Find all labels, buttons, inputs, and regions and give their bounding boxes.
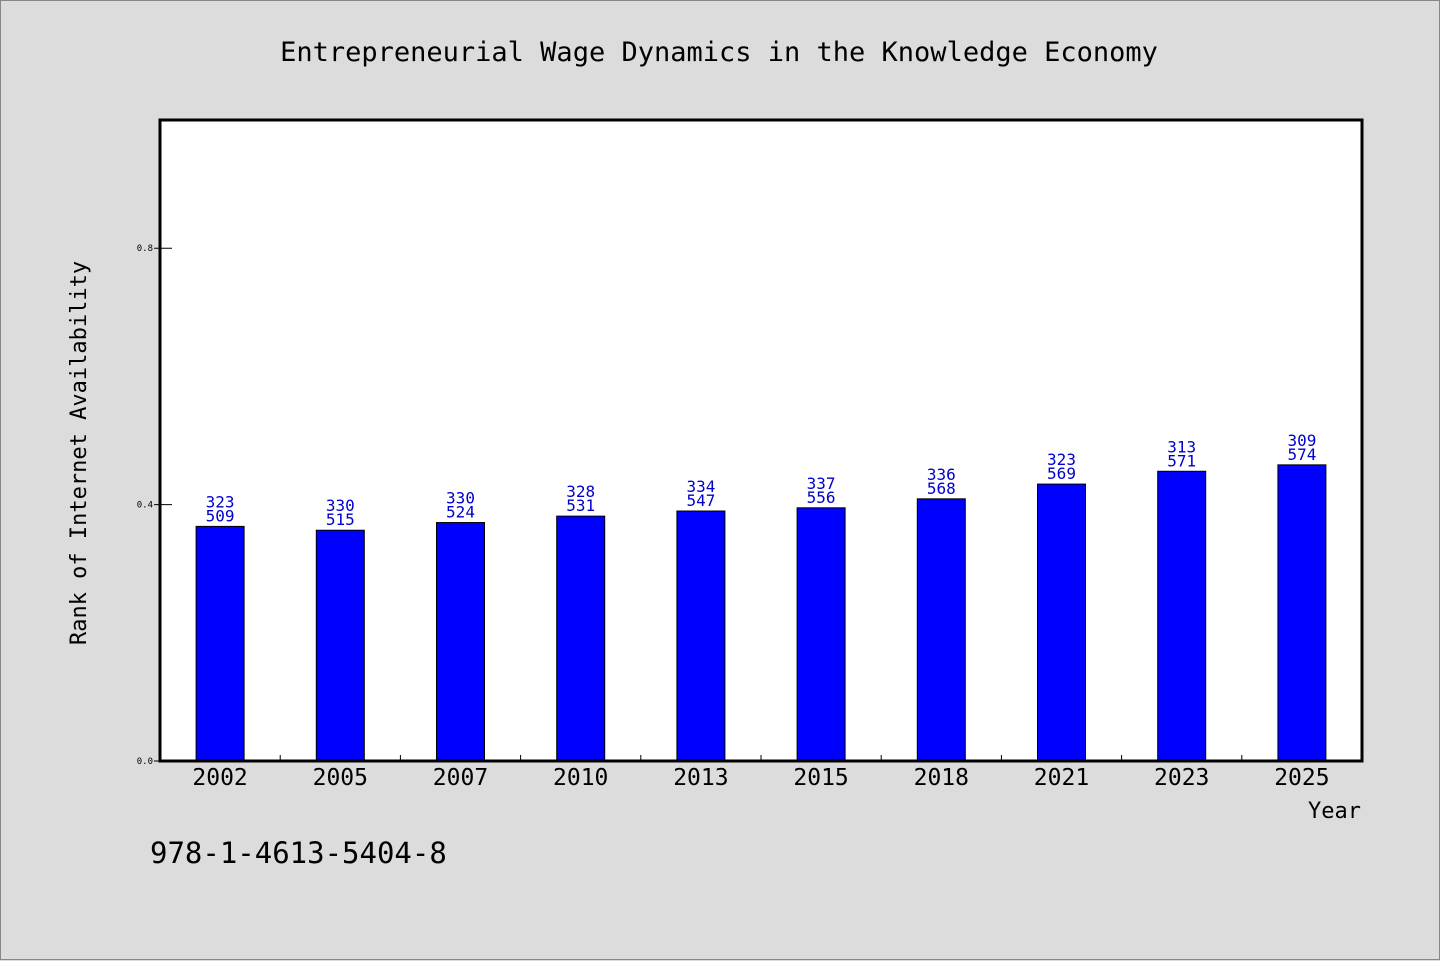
data-label-bottom: 574 bbox=[1287, 445, 1316, 464]
bar bbox=[796, 507, 846, 762]
data-label-bottom: 571 bbox=[1167, 451, 1196, 470]
x-tick-label: 2010 bbox=[553, 765, 608, 791]
bar bbox=[1157, 470, 1207, 762]
data-label-top: 337 bbox=[807, 474, 836, 493]
data-label-top: 334 bbox=[686, 477, 715, 496]
x-axis-label: Year bbox=[1308, 799, 1361, 824]
bar bbox=[315, 529, 365, 762]
bar bbox=[436, 522, 485, 762]
bar bbox=[676, 510, 726, 762]
data-label-top: 323 bbox=[206, 492, 235, 511]
labels-layer: 3235092002330515200533052420073285312010… bbox=[137, 244, 1330, 791]
x-tick-label: 2025 bbox=[1274, 765, 1329, 791]
x-tick-label: 2013 bbox=[673, 765, 728, 791]
data-label-top: 323 bbox=[1047, 450, 1076, 469]
data-label-bottom: 531 bbox=[566, 496, 595, 515]
data-label-bottom: 568 bbox=[927, 479, 956, 498]
bar bbox=[1277, 464, 1327, 762]
plot-border bbox=[158, 118, 1364, 763]
bar bbox=[556, 515, 606, 762]
data-label-top: 313 bbox=[1167, 437, 1196, 456]
bar bbox=[195, 525, 245, 762]
x-tick-label: 2021 bbox=[1034, 765, 1089, 791]
x-tick-label: 2005 bbox=[313, 765, 368, 791]
x-tick-label: 2023 bbox=[1154, 765, 1209, 791]
data-label-bottom: 547 bbox=[686, 491, 715, 510]
data-label-top: 330 bbox=[326, 496, 355, 515]
isbn-label: 978-1-4613-5404-8 bbox=[150, 836, 447, 870]
y-tick-label: 0.8 bbox=[137, 244, 153, 254]
data-label-top: 328 bbox=[566, 482, 595, 501]
y-tick-label: 0.0 bbox=[137, 757, 153, 767]
data-label-top: 309 bbox=[1287, 431, 1316, 450]
data-label-bottom: 569 bbox=[1047, 464, 1076, 483]
x-tick-label: 2015 bbox=[793, 765, 848, 791]
y-tick-label: 0.4 bbox=[137, 501, 153, 511]
x-tick-label: 2018 bbox=[914, 765, 969, 791]
data-label-top: 330 bbox=[446, 489, 475, 508]
bars-layer bbox=[195, 464, 1327, 762]
chart-title: Entrepreneurial Wage Dynamics in the Kno… bbox=[280, 37, 1158, 68]
data-label-top: 336 bbox=[927, 465, 956, 484]
data-label-bottom: 524 bbox=[446, 503, 475, 522]
data-label-bottom: 515 bbox=[326, 510, 355, 529]
x-tick-label: 2002 bbox=[192, 765, 247, 791]
x-tick-label: 2007 bbox=[433, 765, 488, 791]
bar bbox=[1037, 483, 1086, 762]
y-axis-label: Rank of Internet Availability bbox=[67, 261, 92, 645]
bar bbox=[916, 498, 966, 762]
data-label-bottom: 509 bbox=[206, 506, 235, 525]
data-label-bottom: 556 bbox=[807, 488, 836, 507]
